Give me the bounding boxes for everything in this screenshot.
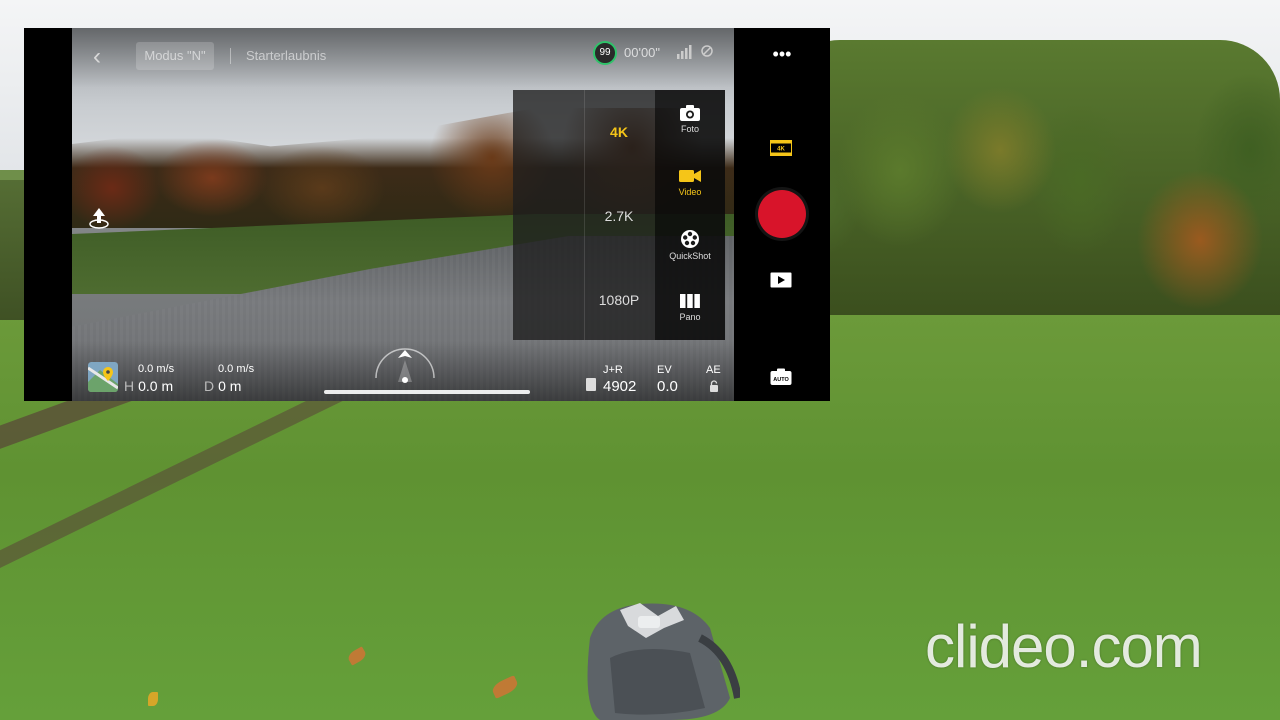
ae-label: AE [706,364,721,376]
watermark: clideo.com [925,613,1203,680]
record-button[interactable] [758,190,806,238]
gps-satellite-icon[interactable] [700,44,714,58]
backpack-with-drone [587,603,740,720]
ev-label: EV [657,364,672,376]
video-resolution-icon[interactable]: 4K [770,140,792,156]
auto-badge-text: AUTO [773,377,789,383]
horizontal-speed: 0.0 m/s [138,363,175,375]
format-label: J+R [603,364,623,376]
signal-strength-icon[interactable] [676,45,694,59]
distance-label: D [204,378,215,394]
distance-value: 0 m [218,378,242,394]
height-value: 0.0 m [138,378,174,394]
right-control-bar: ••• 4K AUTO [734,28,830,401]
sd-card-icon [586,378,596,391]
pano-icon [680,294,700,308]
resolution-badge-text: 4K [777,147,785,153]
divider [230,48,231,64]
gimbal-attitude-icon[interactable] [374,348,436,384]
left-black-bar [24,28,72,401]
mode-photo[interactable]: Foto [655,104,725,162]
capture-mode-column: Foto Video [655,90,725,340]
background-forest-left [0,180,24,320]
top-gradient [72,28,734,88]
leaf [148,692,158,706]
height-readout: H 0.0 m [124,378,173,394]
flight-status[interactable]: Starterlaubnis [246,48,327,63]
flight-time: 00'00" [624,45,661,60]
minimap-icon[interactable] [88,362,118,392]
height-label: H [124,378,135,394]
mode-pano-label: Pano [679,312,701,322]
background-forest [780,40,1280,315]
back-chevron-icon[interactable]: ‹ [93,43,101,70]
gimbal-slider[interactable] [324,390,530,394]
camera-auto-settings-icon[interactable]: AUTO [770,368,792,386]
more-options-icon[interactable]: ••• [772,44,792,64]
remaining-shots: 4902 [603,378,637,395]
mode-video-label: Video [678,187,702,197]
ev-value[interactable]: 0.0 [657,378,678,395]
return-to-home-icon[interactable] [86,204,112,230]
mode-video[interactable]: Video [655,167,725,225]
resolution-option-4k[interactable]: 4K [610,124,628,140]
resolution-option-1080p[interactable]: 1080P [598,292,640,308]
camera-icon [680,105,700,121]
vertical-speed: 0.0 m/s [218,363,255,375]
mode-quickshot[interactable]: QuickShot [655,229,725,287]
mode-photo-label: Foto [680,124,699,134]
mode-quickshot-label: QuickShot [669,251,711,261]
panel-blank-column [513,90,585,340]
playback-icon[interactable] [770,272,792,288]
camera-view[interactable]: ‹ Modus "N" Starterlaubnis 99 00'00" 4K … [72,28,734,401]
capture-settings-panel: 4K 2.7K 1080P Foto [513,90,725,340]
video-icon [679,170,701,182]
resolution-option-2-7k[interactable]: 2.7K [604,208,634,224]
flight-mode-chip[interactable]: Modus "N" [136,42,214,70]
battery-indicator[interactable]: 99 [593,41,617,65]
drone-camera-app: ‹ Modus "N" Starterlaubnis 99 00'00" 4K … [24,28,830,401]
ae-lock-icon[interactable] [709,380,719,392]
quickshot-icon [681,230,699,248]
mode-pano[interactable]: Pano [655,292,725,350]
